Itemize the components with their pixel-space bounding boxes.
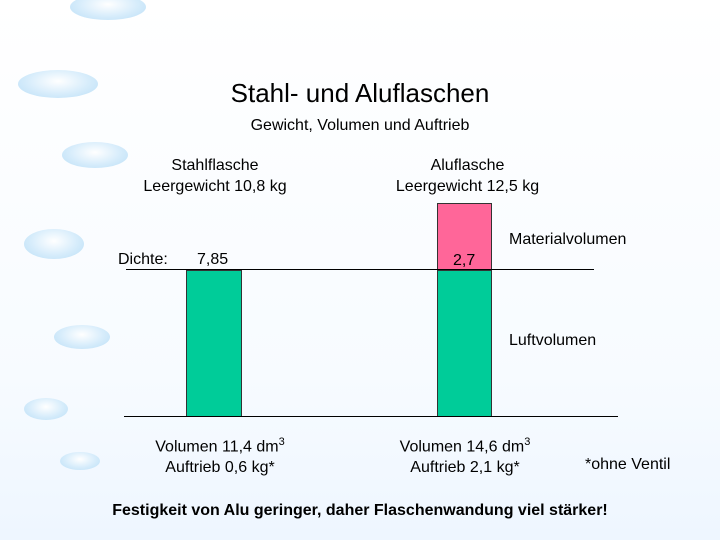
alu-volume-exponent: 3 — [524, 436, 531, 448]
alu-buoyancy: Auftrieb 2,1 kg* — [410, 459, 520, 477]
decor-bubble-7 — [60, 452, 100, 470]
material-reference-line — [126, 269, 594, 270]
air-volume-label: Luftvolumen — [509, 332, 597, 349]
page-subtitle: Gewicht, Volumen und Auftrieb — [250, 117, 470, 134]
decor-bubble-5 — [54, 325, 110, 349]
valve-note: *ohne Ventil — [585, 456, 671, 473]
steel-header-weight: Leergewicht 10,8 kg — [143, 178, 287, 195]
decor-bubble-3 — [62, 142, 128, 168]
alu-header: Aluflasche Leergewicht 12,5 kg — [365, 155, 570, 197]
baseline — [124, 416, 618, 417]
steel-buoyancy: Auftrieb 0,6 kg* — [165, 459, 275, 477]
alu-caption: Volumen 14,6 dm3 Auftrieb 2,1 kg* — [360, 432, 570, 478]
alu-header-name: Aluflasche — [430, 157, 505, 174]
decor-bubble-4 — [24, 229, 84, 259]
steel-density-label: Dichte: — [118, 251, 168, 268]
footer-note: Festigkeit von Alu geringer, daher Flasc… — [112, 502, 608, 519]
steel-header-name: Stahlflasche — [171, 157, 259, 174]
decor-bubble-6 — [24, 398, 68, 420]
alu-air-volume-bar — [437, 270, 492, 417]
steel-caption: Volumen 11,4 dm3 Auftrieb 0,6 kg* — [120, 432, 320, 478]
alu-header-weight: Leergewicht 12,5 kg — [395, 178, 540, 195]
material-volume-label: Materialvolumen — [509, 231, 627, 248]
alu-density-value: 2,7 — [453, 252, 476, 269]
decor-bubble-1 — [70, 0, 146, 20]
steel-air-volume-bar — [186, 270, 242, 417]
steel-volume-exponent: 3 — [278, 436, 285, 448]
page-title: Stahl- und Aluflaschen — [230, 78, 490, 108]
alu-volume: Volumen 14,6 dm3 — [360, 432, 570, 457]
steel-volume-text: Volumen 11,4 dm — [155, 438, 279, 456]
steel-header: Stahlflasche Leergewicht 10,8 kg — [110, 155, 320, 197]
steel-volume: Volumen 11,4 dm3 — [120, 432, 320, 457]
decor-bubble-2 — [18, 70, 98, 98]
alu-volume-text: Volumen 14,6 dm — [399, 438, 525, 456]
steel-density-value: 7,85 — [197, 251, 229, 268]
